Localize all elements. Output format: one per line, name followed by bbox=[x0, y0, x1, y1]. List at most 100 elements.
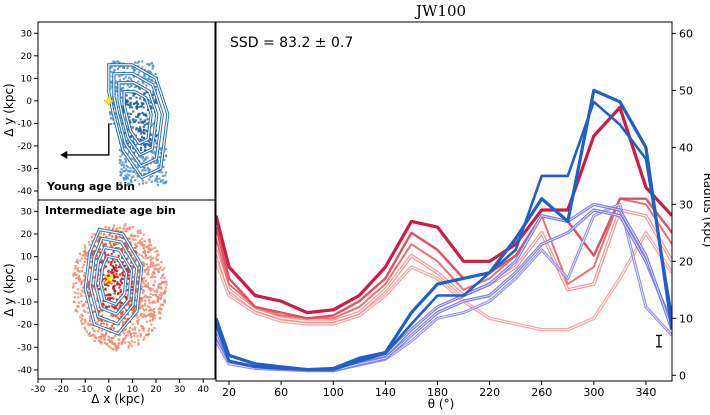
panel-point bbox=[140, 241, 143, 244]
panel-point bbox=[132, 257, 135, 260]
panel-point bbox=[100, 341, 103, 344]
panel-point bbox=[137, 343, 140, 346]
panel-point bbox=[122, 66, 125, 69]
panel-point bbox=[142, 136, 145, 140]
panel-point bbox=[122, 87, 125, 90]
panel-y-tick-label-0: 0 bbox=[26, 97, 32, 107]
panel-point bbox=[112, 306, 115, 309]
panel-point bbox=[134, 251, 137, 254]
panel-point bbox=[91, 327, 94, 330]
panel-point bbox=[146, 62, 149, 66]
panel-point bbox=[151, 275, 154, 278]
chart-title: JW100 bbox=[414, 2, 466, 20]
panel-point bbox=[83, 254, 86, 257]
panel-point bbox=[96, 299, 99, 302]
panel-point bbox=[126, 318, 129, 322]
panel-point bbox=[141, 102, 144, 105]
panel-point bbox=[151, 328, 154, 331]
panel-point bbox=[112, 271, 115, 274]
panel-point bbox=[128, 145, 131, 149]
panel-point bbox=[145, 296, 148, 299]
panel-point bbox=[121, 161, 124, 164]
panel-point bbox=[136, 322, 139, 325]
panel-point bbox=[147, 99, 150, 102]
panel-point bbox=[156, 249, 159, 253]
panel-point bbox=[150, 150, 153, 153]
panel-point bbox=[154, 257, 157, 260]
panel-point bbox=[141, 304, 144, 307]
panel-point bbox=[139, 306, 142, 309]
panel-point bbox=[132, 151, 135, 154]
panel-point bbox=[132, 102, 135, 106]
panel-point bbox=[142, 256, 145, 259]
panel-point bbox=[130, 106, 133, 109]
series-line-inter-outer bbox=[216, 105, 672, 315]
panel-point bbox=[129, 342, 132, 345]
panel-point bbox=[156, 300, 159, 303]
panel-point bbox=[135, 115, 138, 118]
panel-point bbox=[144, 145, 147, 149]
panel-point bbox=[139, 305, 142, 308]
panel-point bbox=[153, 311, 156, 314]
panel-frame-intermediate bbox=[37, 199, 216, 380]
panel-point bbox=[110, 261, 113, 264]
panel-point bbox=[149, 244, 152, 247]
panel-point bbox=[81, 304, 84, 308]
series-group bbox=[216, 88, 672, 373]
panel-point bbox=[151, 151, 154, 154]
panel-point bbox=[116, 86, 119, 89]
x-tick-label-60: 60 bbox=[274, 386, 288, 399]
panel-point bbox=[96, 330, 99, 333]
panel-point bbox=[127, 329, 130, 332]
panel-x-tick-label-20: 20 bbox=[150, 385, 162, 395]
panel-point bbox=[162, 273, 165, 276]
panel-point bbox=[131, 311, 134, 314]
panel-point bbox=[151, 94, 155, 97]
panel-point bbox=[122, 170, 125, 173]
panel-point bbox=[163, 158, 166, 161]
panel-point bbox=[156, 290, 159, 293]
panel-point bbox=[82, 274, 86, 277]
panel-point bbox=[147, 64, 151, 67]
panel-point bbox=[128, 227, 132, 230]
panel-point bbox=[133, 69, 136, 72]
panel-point bbox=[120, 150, 123, 153]
panel-point bbox=[130, 84, 133, 88]
panel-point bbox=[150, 323, 153, 326]
panel-point bbox=[157, 253, 160, 256]
panel-point bbox=[155, 267, 159, 271]
panel-point bbox=[73, 296, 77, 299]
panel-point bbox=[120, 164, 123, 167]
panel-point bbox=[110, 70, 113, 73]
panel-point bbox=[155, 142, 158, 145]
panel-point bbox=[138, 183, 141, 186]
panel-point bbox=[80, 294, 83, 297]
panel-point bbox=[137, 307, 141, 310]
panel-point bbox=[150, 72, 153, 75]
panel-point bbox=[104, 226, 107, 229]
panel-point bbox=[154, 293, 157, 297]
panel-point bbox=[143, 315, 146, 318]
panel-point bbox=[128, 85, 131, 88]
panel-point bbox=[152, 65, 155, 68]
x-tick-label-100: 100 bbox=[323, 386, 344, 399]
tail-arrow-line bbox=[66, 123, 110, 156]
panel-point bbox=[164, 181, 167, 184]
panel-point bbox=[143, 75, 146, 78]
panel-point bbox=[108, 327, 111, 330]
panel-point bbox=[136, 102, 139, 105]
panel-point bbox=[156, 254, 159, 257]
panel-point bbox=[87, 241, 91, 244]
panel-point bbox=[111, 269, 114, 272]
panel-point bbox=[109, 244, 112, 247]
panel-point bbox=[160, 179, 163, 182]
panel-point bbox=[137, 241, 140, 245]
panel-point bbox=[130, 261, 133, 264]
panel-point bbox=[140, 156, 143, 159]
panel-point bbox=[139, 335, 142, 338]
panel-point bbox=[151, 79, 154, 83]
panel-point bbox=[126, 331, 129, 334]
panel-point bbox=[88, 323, 91, 326]
panel-point bbox=[134, 159, 137, 163]
